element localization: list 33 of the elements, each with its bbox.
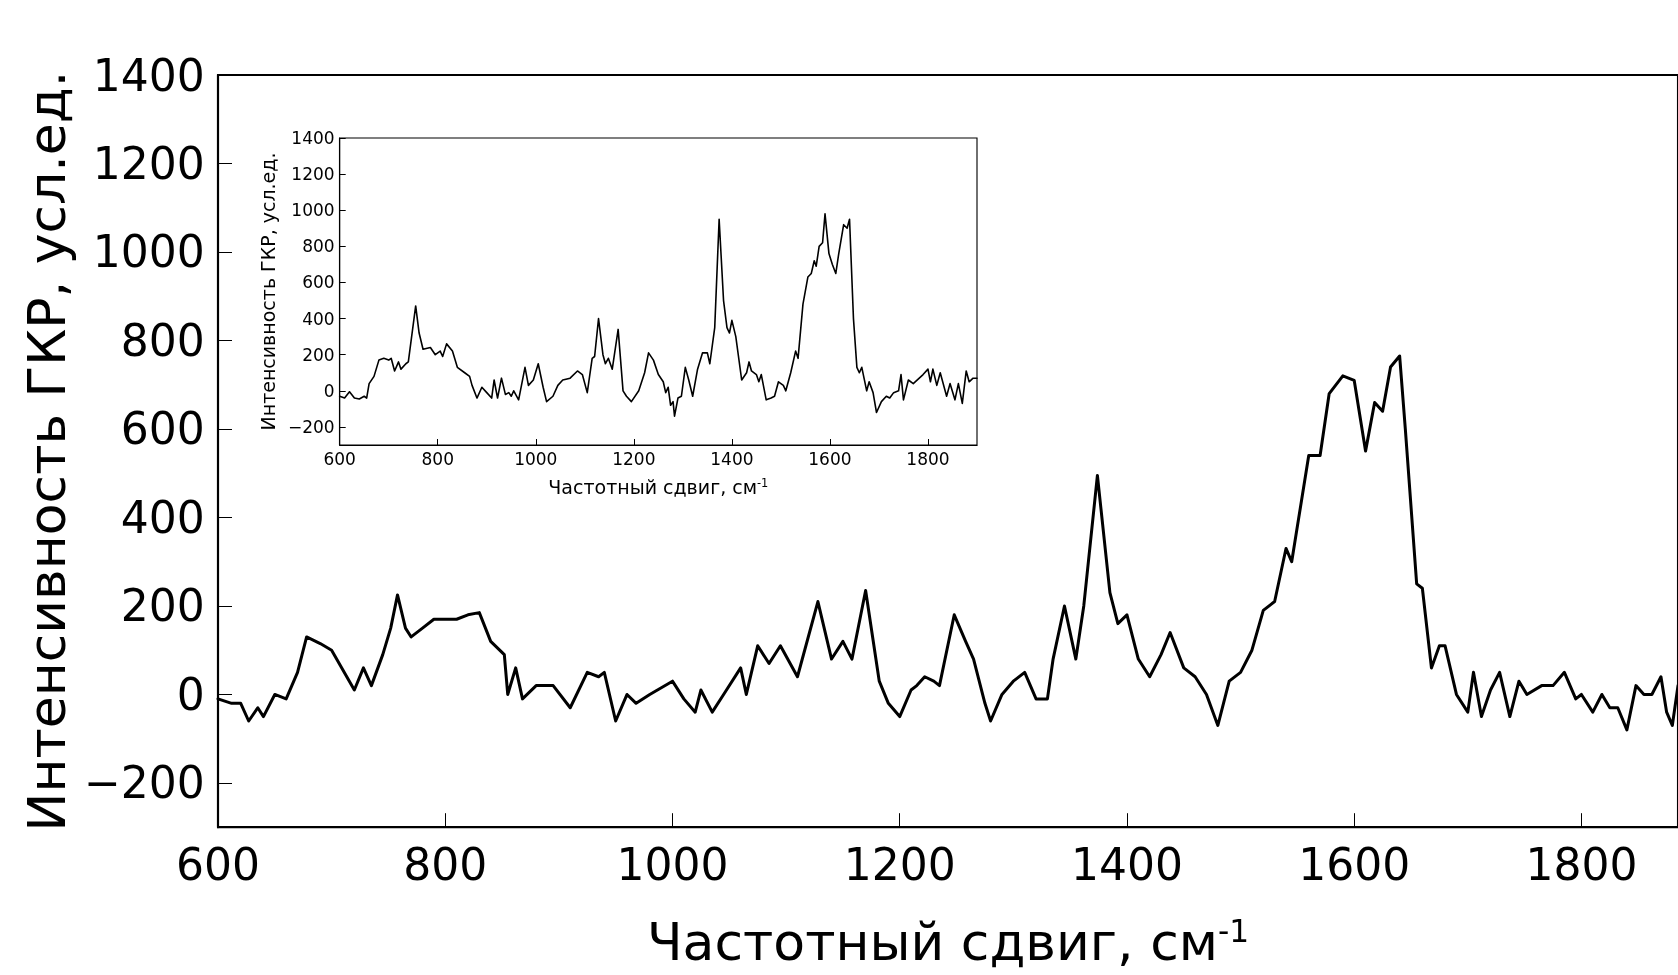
y-tick-label: 1400: [291, 128, 335, 148]
y-tick-label: 0: [323, 380, 335, 401]
x-tick-label: 1000: [616, 839, 729, 891]
y-axis-title: Интенсивность ГКР, усл.ед.: [17, 70, 78, 832]
x-tick-label: 1200: [843, 839, 956, 891]
x-tick-label: 1400: [1070, 839, 1183, 891]
x-tick-label: 1800: [906, 449, 950, 470]
y-tick-label: 1000: [92, 226, 205, 278]
y-tick-label: 1200: [291, 164, 335, 185]
y-tick-label: 800: [302, 236, 335, 257]
y-tick-label: 600: [302, 272, 335, 293]
y-tick-label: 200: [302, 344, 335, 365]
y-tick-label: 1400: [92, 49, 205, 101]
y-tick-label: 1200: [92, 137, 205, 189]
y-tick-label: 0: [176, 668, 205, 720]
x-tick-label: 800: [403, 839, 488, 891]
x-tick-label: 1600: [1298, 839, 1411, 891]
y-tick-label: 800: [120, 314, 205, 366]
x-tick-label: 1000: [514, 449, 558, 470]
y-tick-label: 1000: [291, 200, 335, 221]
y-axis-title: Интенсивность ГКР, усл.ед.: [256, 152, 279, 431]
x-tick-label: 800: [421, 449, 454, 470]
y-tick-label: 200: [120, 580, 205, 632]
x-tick-label: 1400: [710, 449, 754, 470]
x-tick-label: 600: [176, 839, 260, 891]
y-tick-label: 400: [302, 308, 335, 329]
x-tick-label: 1600: [808, 449, 852, 470]
y-tick-label: 400: [120, 491, 205, 543]
x-tick-label: 600: [323, 449, 356, 470]
x-tick-label: 1200: [612, 449, 656, 470]
x-tick-label: 1800: [1525, 839, 1638, 891]
y-tick-label: −200: [287, 416, 335, 437]
y-tick-label: −200: [83, 757, 205, 809]
